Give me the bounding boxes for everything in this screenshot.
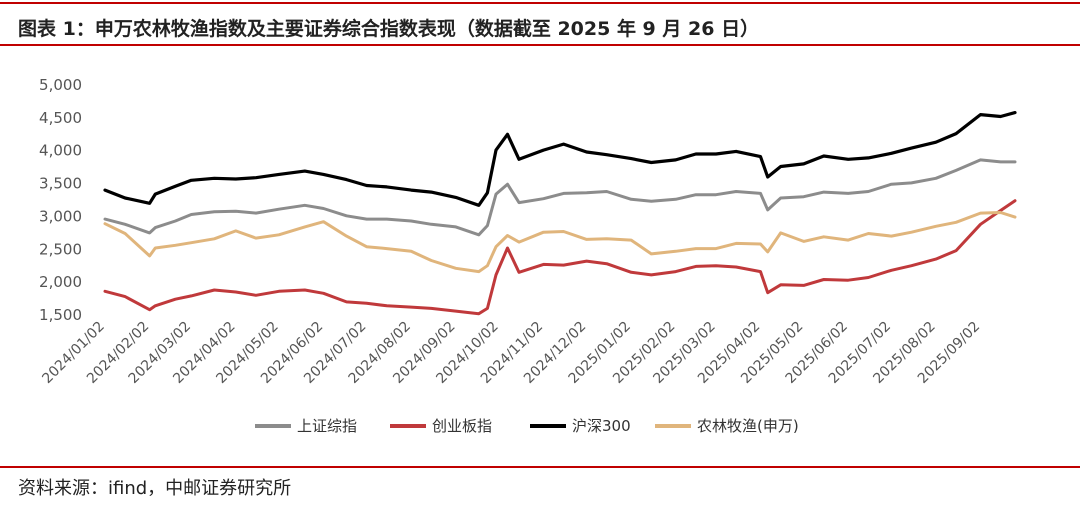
line-chart: 5,000 4,500 4,000 3,500 3,000 2,500 2,000 1,500… bbox=[39, 76, 1017, 435]
figure-title: 图表 1：申万农林牧渔指数及主要证券综合指数表现（数据截至 2025 年 9 月… bbox=[18, 18, 760, 40]
y-tick-label: 2,500 bbox=[39, 240, 82, 258]
series-line-2 bbox=[103, 110, 1017, 207]
legend-label: 沪深300 bbox=[572, 417, 631, 435]
chart-legend: 上证综指 创业板指 沪深300 农林牧渔(申万) bbox=[255, 417, 799, 435]
series-lines bbox=[103, 110, 1017, 316]
title-rule bbox=[0, 44, 1080, 46]
y-axis: 5,000 4,500 4,000 3,500 3,000 2,500 2,000 1,500 bbox=[39, 76, 82, 324]
y-tick-label: 5,000 bbox=[39, 76, 82, 94]
bottom-rule bbox=[0, 466, 1080, 468]
y-tick-label: 2,000 bbox=[39, 273, 82, 291]
series-line-0 bbox=[103, 158, 1017, 237]
x-axis: 2024/01/022024/02/022024/03/022024/04/02… bbox=[39, 319, 983, 387]
legend-label: 农林牧渔(申万) bbox=[697, 417, 799, 435]
series-line-1 bbox=[103, 199, 1017, 316]
series-line-3 bbox=[103, 211, 1017, 274]
source-note: 资料来源：ifind，中邮证券研究所 bbox=[18, 478, 292, 499]
y-tick-label: 3,500 bbox=[39, 175, 82, 193]
top-rule bbox=[0, 2, 1080, 4]
y-tick-label: 1,500 bbox=[39, 306, 82, 324]
y-tick-label: 4,000 bbox=[39, 142, 82, 160]
y-tick-label: 3,000 bbox=[39, 207, 82, 225]
y-tick-label: 4,500 bbox=[39, 109, 82, 127]
legend-label: 上证综指 bbox=[297, 417, 357, 435]
legend-label: 创业板指 bbox=[432, 417, 492, 435]
